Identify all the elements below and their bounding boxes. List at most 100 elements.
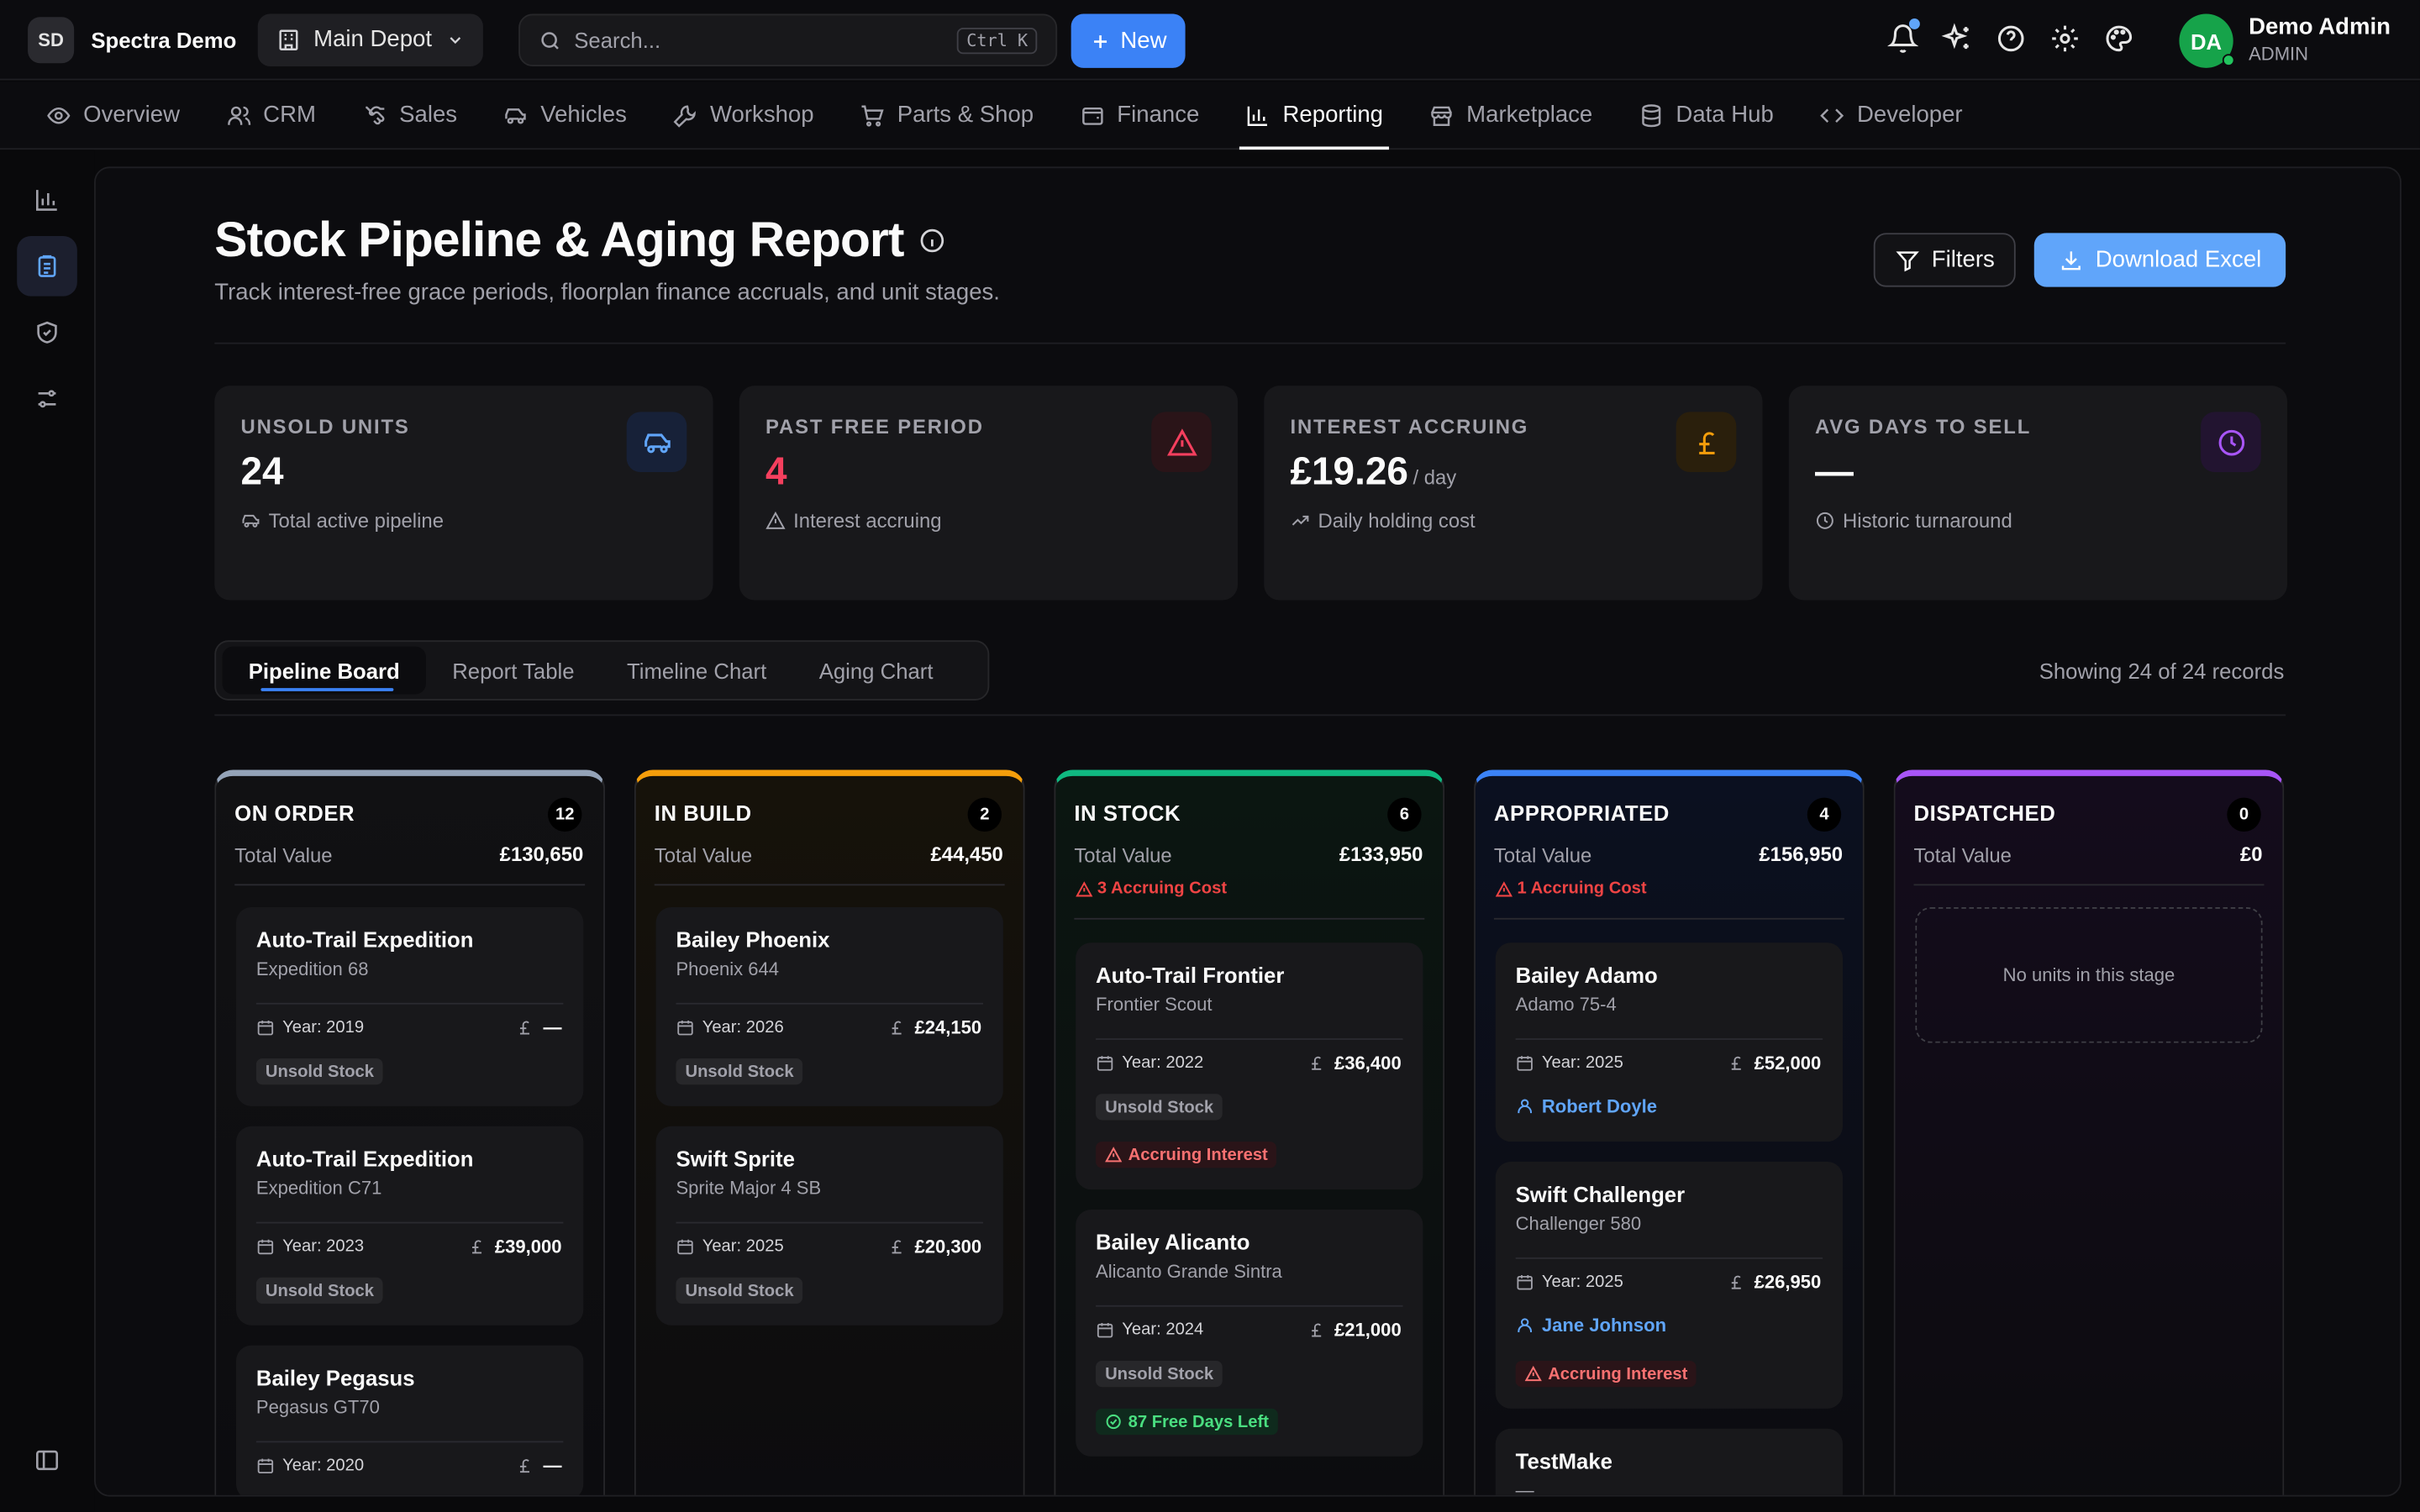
user-icon — [1516, 1097, 1534, 1116]
vehicle-make: TestMake — [1515, 1448, 1612, 1474]
vehicle-year: Year: 2019 — [256, 1018, 364, 1037]
search-bar[interactable]: Ctrl K — [518, 13, 1058, 66]
vehicle-card[interactable]: Swift Sprite Sprite Major 4 SB Year: 2025 £… — [655, 1126, 1003, 1326]
pound-icon — [1727, 1273, 1745, 1291]
calendar-icon — [1096, 1320, 1114, 1339]
warning-icon — [1495, 880, 1512, 897]
tab-timeline-chart[interactable]: Timeline Chart — [627, 658, 767, 683]
stat-number: 24 — [240, 450, 284, 494]
column-divider — [1913, 884, 2265, 886]
unsold-stock-badge: Unsold Stock — [1096, 1094, 1223, 1121]
vehicle-card[interactable]: Auto-Trail Expedition Expedition C71 Year:… — [236, 1126, 584, 1326]
price-text: £39,000 — [494, 1236, 562, 1257]
tab-report-table[interactable]: Report Table — [452, 658, 575, 683]
panel-left-icon — [34, 1447, 60, 1473]
title-row: Stock Pipeline & Aging Report — [214, 212, 945, 269]
nav-crm[interactable]: CRM — [226, 81, 316, 149]
stat-note-text: Total active pipeline — [268, 509, 444, 533]
user-role: ADMIN — [2249, 43, 2309, 66]
vehicle-card[interactable]: Bailey Phoenix Phoenix 644 Year: 2026 £24,1… — [655, 906, 1003, 1106]
pipeline-column-in-build: IN BUILD 2 Total Value £44,450 Bailey Phoeni… — [634, 769, 1025, 1495]
assignee[interactable]: Jane Johnson — [1516, 1315, 1666, 1336]
nav-reporting[interactable]: Reporting — [1239, 81, 1390, 150]
nav-label: Marketplace — [1466, 102, 1593, 129]
sparkles-icon[interactable] — [1940, 22, 1974, 55]
nav-label: Sales — [399, 102, 458, 129]
assignee[interactable]: Robert Doyle — [1516, 1095, 1657, 1117]
stat-note-text: Interest accruing — [793, 509, 942, 533]
filters-button[interactable]: Filters — [1873, 233, 2016, 287]
car-icon — [626, 412, 687, 473]
sidebar-settings[interactable] — [17, 369, 77, 429]
column-name: DISPATCHED — [1913, 801, 2056, 826]
vehicle-card[interactable]: Bailey Adamo Adamo 75-4 Year: 2025 £52,000 R… — [1495, 942, 1844, 1142]
accruing-interest-badge: Accruing Interest — [1096, 1142, 1277, 1168]
column-divider — [234, 884, 586, 886]
search-input[interactable] — [574, 28, 958, 53]
brand[interactable]: SD Spectra Demo — [28, 16, 236, 63]
bell-icon[interactable] — [1886, 18, 1920, 55]
vehicle-card[interactable]: Swift Challenger Challenger 580 Year: 2025… — [1495, 1162, 1844, 1409]
column-count-badge: 4 — [1807, 797, 1842, 832]
price-text: £20,300 — [914, 1236, 982, 1257]
vehicle-card[interactable]: Auto-Trail Expedition Expedition 68 Year: … — [236, 906, 584, 1106]
card-divider — [1096, 1038, 1403, 1040]
new-button[interactable]: New — [1071, 13, 1186, 68]
sidebar-analytics[interactable] — [17, 170, 77, 230]
depot-selector[interactable]: Main Depot — [258, 13, 484, 66]
assignee-name: Jane Johnson — [1541, 1314, 1667, 1336]
column-header: DISPATCHED 0 — [1913, 797, 2265, 832]
vehicle-year: Year: 2026 — [676, 1018, 784, 1037]
user-name: Demo Admin — [2249, 13, 2391, 40]
tab-pipeline-board[interactable]: Pipeline Board — [222, 646, 426, 695]
vehicle-model: Expedition 68 — [255, 958, 369, 980]
download-excel-button[interactable]: Download Excel — [2033, 233, 2286, 287]
avatar[interactable]: DA — [2179, 13, 2235, 68]
pound-icon — [1676, 412, 1737, 473]
vehicle-year: Year: 2025 — [676, 1237, 784, 1256]
nav-finance[interactable]: Finance — [1080, 81, 1199, 149]
vehicle-year: Year: 2025 — [1516, 1273, 1623, 1291]
column-name: IN BUILD — [654, 801, 752, 826]
stat-note: Total active pipeline — [241, 509, 444, 533]
card-divider — [255, 1002, 564, 1005]
nav-sales[interactable]: Sales — [362, 81, 457, 149]
help-icon[interactable] — [1994, 22, 2028, 55]
gear-icon[interactable] — [2048, 22, 2081, 55]
stat-value: 4 — [765, 450, 787, 495]
vehicle-card[interactable]: TestMake — — [1495, 1428, 1844, 1495]
sidebar-toggle[interactable] — [17, 1431, 77, 1491]
info-icon[interactable] — [918, 226, 945, 254]
sidebar-reports[interactable] — [17, 236, 77, 297]
stat-past-free-period: PAST FREE PERIOD 4 Interest accruing — [739, 386, 1239, 601]
nav-developer[interactable]: Developer — [1820, 81, 1963, 149]
warning-icon — [1151, 412, 1212, 473]
tab-aging-chart[interactable]: Aging Chart — [818, 658, 934, 683]
total-value-label: Total Value — [234, 843, 333, 868]
stat-value: 24 — [241, 450, 284, 495]
vehicle-price: £24,150 — [886, 1016, 981, 1038]
nav-vehicles[interactable]: Vehicles — [503, 81, 627, 149]
accruing-interest-badge: Accruing Interest — [1515, 1360, 1697, 1388]
vehicle-card[interactable]: Bailey Alicanto Alicanto Grande Sintra Yea… — [1076, 1209, 1423, 1457]
nav-data-hub[interactable]: Data Hub — [1639, 81, 1774, 149]
code-icon — [1820, 102, 1844, 127]
palette-icon[interactable] — [2102, 22, 2136, 55]
vehicle-price: — — [515, 1016, 562, 1038]
nav-parts-shop[interactable]: Parts & Shop — [860, 81, 1034, 149]
free-days-badge: 87 Free Days Left — [1096, 1408, 1278, 1436]
nav-workshop[interactable]: Workshop — [673, 81, 814, 149]
nav-marketplace[interactable]: Marketplace — [1429, 81, 1592, 149]
pipeline-board: ON ORDER 12 Total Value £130,650 Auto-Trail … — [214, 769, 2285, 1495]
column-count-badge: 6 — [1387, 797, 1422, 832]
total-value-label: Total Value — [654, 843, 753, 868]
column-count-badge: 12 — [548, 797, 582, 832]
vehicle-make: Swift Challenger — [1515, 1181, 1686, 1207]
nav-overview[interactable]: Overview — [46, 81, 180, 149]
vehicle-card[interactable]: Auto-Trail Frontier Frontier Scout Year: 2… — [1076, 942, 1423, 1190]
vehicle-card[interactable]: Bailey Pegasus Pegasus GT70 Year: 2020 — — [236, 1345, 584, 1495]
user-info[interactable]: Demo Admin ADMIN — [2249, 14, 2391, 66]
sidebar-compliance[interactable] — [17, 302, 77, 363]
vehicle-make: Bailey Alicanto — [1096, 1229, 1250, 1255]
page-subtitle: Track interest-free grace periods, floor… — [214, 279, 1000, 306]
